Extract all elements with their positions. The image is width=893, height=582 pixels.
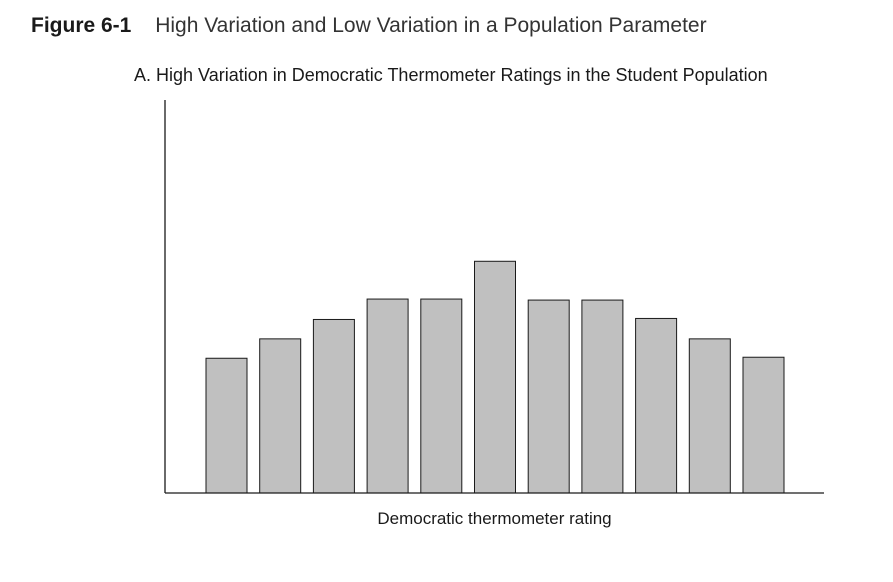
bar-6 [474, 260, 516, 494]
x-axis-label: Democratic thermometer rating [377, 509, 612, 528]
bar-4 [366, 298, 409, 494]
bar-1 [205, 357, 248, 494]
bar-8 [581, 299, 624, 494]
chart-title: A. High Variation in Democratic Thermome… [134, 65, 768, 85]
bar-5 [420, 298, 463, 494]
bar-9 [635, 317, 678, 494]
bar-7 [527, 299, 570, 494]
figure-title: High Variation and Low Variation in a Po… [155, 14, 707, 37]
bar-11 [742, 356, 785, 494]
bars-group [205, 260, 785, 494]
figure-heading: Figure 6-1 High Variation and Low Variat… [31, 12, 707, 40]
bar-10 [688, 338, 731, 494]
figure-label: Figure 6-1 [31, 14, 132, 37]
bar-3 [312, 318, 355, 494]
bar-2 [259, 338, 302, 494]
